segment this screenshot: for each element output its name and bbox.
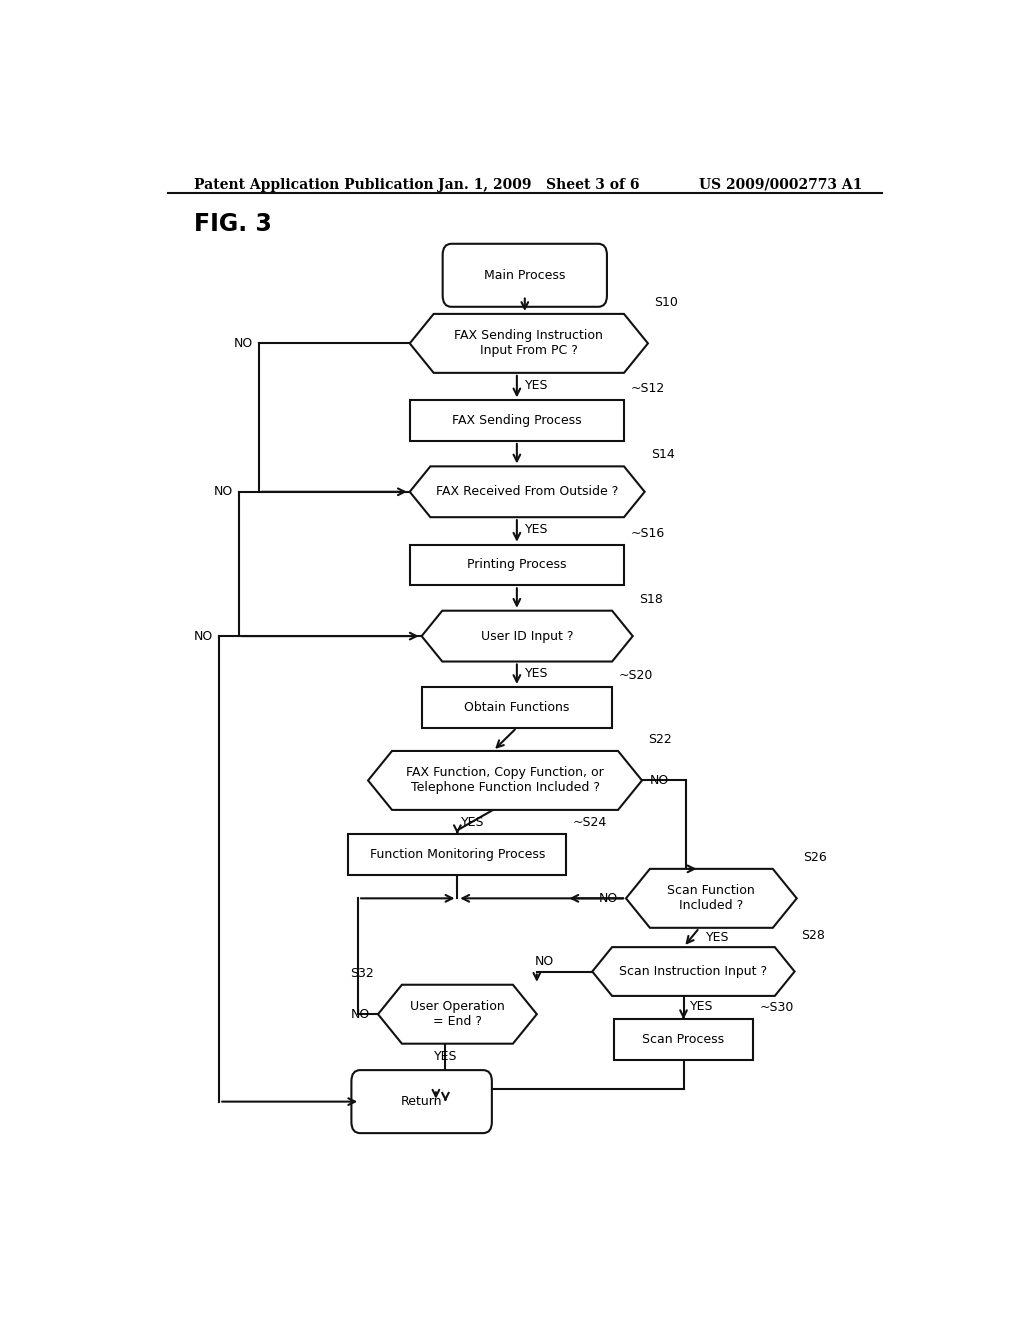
Text: FAX Received From Outside ?: FAX Received From Outside ?	[436, 486, 618, 498]
Polygon shape	[410, 466, 645, 517]
Text: User Operation
= End ?: User Operation = End ?	[410, 1001, 505, 1028]
Text: ~S24: ~S24	[572, 816, 607, 829]
Text: S22: S22	[648, 733, 672, 746]
Text: Scan Function
Included ?: Scan Function Included ?	[668, 884, 756, 912]
Text: ~S20: ~S20	[618, 669, 653, 682]
Text: S18: S18	[639, 593, 663, 606]
Bar	[348, 834, 566, 875]
Text: FAX Function, Copy Function, or
Telephone Function Included ?: FAX Function, Copy Function, or Telephon…	[407, 767, 604, 795]
Polygon shape	[410, 314, 648, 372]
Text: FAX Sending Instruction
Input From PC ?: FAX Sending Instruction Input From PC ?	[455, 330, 603, 358]
Text: S14: S14	[651, 449, 675, 461]
Text: Jan. 1, 2009   Sheet 3 of 6: Jan. 1, 2009 Sheet 3 of 6	[437, 178, 639, 191]
Text: YES: YES	[524, 379, 548, 392]
Text: YES: YES	[462, 816, 484, 829]
Text: US 2009/0002773 A1: US 2009/0002773 A1	[699, 178, 863, 191]
Text: S10: S10	[654, 296, 678, 309]
Polygon shape	[626, 869, 797, 928]
Text: Printing Process: Printing Process	[467, 558, 566, 572]
Text: NO: NO	[536, 954, 554, 968]
Bar	[410, 400, 624, 441]
Polygon shape	[368, 751, 642, 810]
Text: ~S30: ~S30	[760, 1001, 794, 1014]
Text: NO: NO	[650, 774, 669, 787]
Text: ~S12: ~S12	[631, 383, 665, 395]
Polygon shape	[378, 985, 537, 1044]
Text: Scan Process: Scan Process	[642, 1034, 725, 1047]
Text: YES: YES	[524, 523, 548, 536]
Text: YES: YES	[434, 1051, 457, 1064]
Text: Obtain Functions: Obtain Functions	[464, 701, 569, 714]
Text: User ID Input ?: User ID Input ?	[481, 630, 573, 643]
Bar	[614, 1019, 753, 1060]
Text: YES: YES	[524, 667, 548, 680]
Text: Patent Application Publication: Patent Application Publication	[194, 178, 433, 191]
Text: Main Process: Main Process	[484, 269, 565, 281]
Text: FIG. 3: FIG. 3	[194, 213, 271, 236]
Polygon shape	[422, 611, 633, 661]
Text: ~S16: ~S16	[631, 527, 665, 540]
Text: FAX Sending Process: FAX Sending Process	[452, 414, 582, 428]
Text: S32: S32	[350, 966, 374, 979]
FancyBboxPatch shape	[351, 1071, 492, 1133]
Text: Return: Return	[400, 1096, 442, 1107]
Text: Scan Instruction Input ?: Scan Instruction Input ?	[620, 965, 767, 978]
Bar	[422, 686, 612, 727]
Text: NO: NO	[233, 337, 253, 350]
Bar	[410, 545, 624, 585]
Text: Function Monitoring Process: Function Monitoring Process	[370, 849, 545, 861]
Text: YES: YES	[690, 999, 714, 1012]
Text: NO: NO	[599, 892, 618, 904]
Polygon shape	[592, 948, 795, 995]
Text: NO: NO	[194, 630, 213, 643]
Text: NO: NO	[351, 1007, 370, 1020]
FancyBboxPatch shape	[442, 244, 607, 306]
Text: NO: NO	[214, 486, 232, 498]
Text: S26: S26	[803, 851, 826, 863]
Text: YES: YES	[706, 932, 729, 945]
Text: S28: S28	[801, 929, 824, 942]
